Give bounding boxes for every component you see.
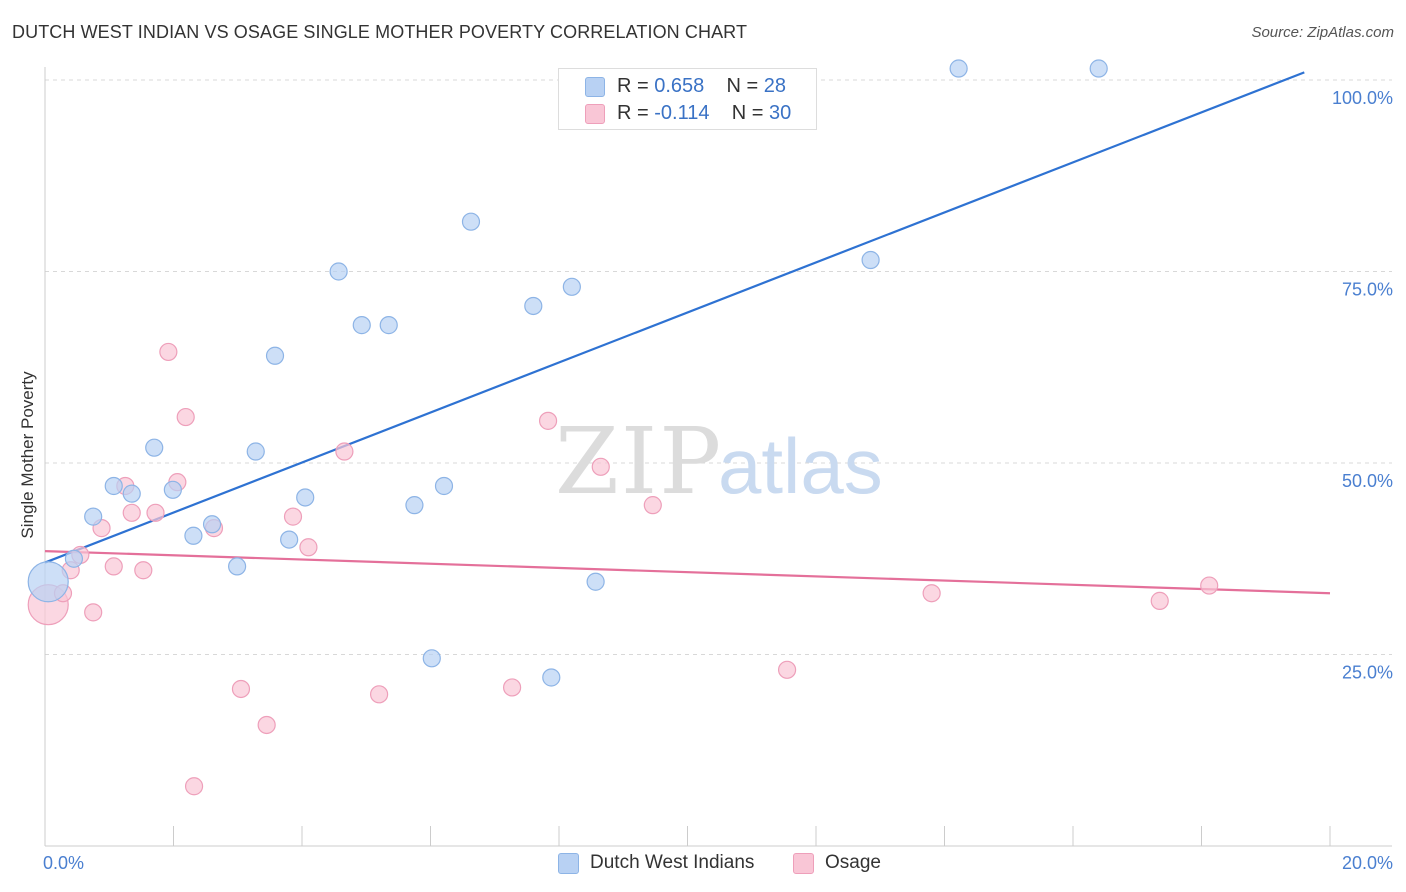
osage-point: [643, 496, 662, 515]
dutch-west-indians-point: [405, 496, 424, 515]
dutch-west-indians-point: [104, 476, 123, 496]
dutch-west-indians-point: [228, 557, 247, 576]
chart-title: DUTCH WEST INDIAN VS OSAGE SINGLE MOTHER…: [12, 22, 748, 42]
osage-point: [84, 603, 103, 622]
dutch-west-indians-point: [145, 438, 164, 457]
r-value: 0.658: [654, 75, 705, 97]
dutch-west-indians-point: [586, 572, 605, 591]
y-tick-label: 100.0%: [1332, 88, 1393, 108]
osage-point: [777, 660, 797, 679]
osage-point: [299, 538, 318, 557]
x-tick-label: 0.0%: [43, 853, 84, 873]
n-value: 30: [768, 102, 792, 124]
dutch-west-indians-point: [422, 649, 441, 668]
osage-trend-line: [44, 549, 1331, 595]
r-label: R =: [617, 102, 655, 124]
y-tick-label: 50.0%: [1342, 471, 1393, 491]
osage-point: [335, 442, 354, 461]
tick-labels: 25.0% 50.0% 75.0% 100.0% 0.0% 20.0%: [43, 88, 1393, 873]
r-label: R =: [617, 75, 655, 97]
trend-lines: [44, 71, 1331, 595]
dutch-west-indians-point: [246, 442, 265, 461]
r-value: -0.114: [654, 102, 710, 124]
osage-point: [176, 407, 195, 427]
dutch-west-indians-point: [461, 212, 481, 231]
osage-point: [1150, 591, 1169, 610]
legend-label: Osage: [825, 852, 881, 873]
correlation-legend: R = 0.658 N = 28 R = -0.114 N = 30: [558, 68, 817, 130]
osage-point: [591, 457, 610, 476]
pink-swatch: [793, 853, 814, 874]
dutch-west-indians-point: [949, 59, 968, 78]
pink-swatch: [585, 104, 605, 124]
watermark-zip: ZIP: [555, 408, 723, 515]
dutch-west-indians-point: [434, 476, 454, 496]
osage-point: [146, 503, 165, 522]
axes: [44, 67, 1392, 847]
dutch-west-indians-trend-line: [44, 71, 1305, 564]
dutch-west-indians-point: [280, 530, 299, 549]
x-tick-label: 20.0%: [1342, 853, 1393, 873]
dutch-west-indians-point: [861, 250, 880, 270]
dutch-west-indians-point: [1089, 59, 1108, 78]
osage-point: [922, 584, 941, 603]
dutch-west-indians-point: [379, 316, 398, 335]
osage-point: [122, 503, 141, 522]
source-credit: Source: ZipAtlas.com: [1251, 24, 1394, 41]
dutch-west-indians-point: [352, 316, 371, 335]
osage-point: [370, 685, 389, 704]
osage-point: [231, 679, 251, 699]
watermark: ZIP atlas: [555, 408, 883, 515]
blue-swatch: [558, 853, 579, 874]
osage-point: [184, 777, 204, 796]
osage-point: [538, 411, 558, 430]
blue-swatch: [585, 77, 605, 97]
y-tick-label: 25.0%: [1342, 663, 1393, 683]
osage-point: [1200, 576, 1219, 595]
n-label: N =: [726, 75, 764, 97]
osage-point: [159, 342, 178, 362]
y-tick-label: 75.0%: [1342, 280, 1393, 300]
osage-point: [502, 678, 522, 697]
n-label: N =: [731, 102, 769, 124]
dutch-west-indians-point: [122, 484, 141, 503]
osage-point: [104, 557, 123, 576]
dutch-west-indians-point: [202, 515, 222, 534]
osage-point: [134, 561, 153, 580]
dutch-west-indians-point: [265, 346, 285, 365]
data-points: [27, 59, 1219, 796]
gridlines: [45, 79, 1392, 655]
n-value: 28: [763, 75, 787, 97]
dutch-west-indians-point: [296, 488, 315, 507]
osage-point: [283, 507, 303, 526]
dutch-west-indians-point: [27, 561, 69, 603]
dutch-west-indians-point: [163, 480, 182, 499]
dutch-west-indians-point: [84, 507, 103, 526]
dutch-west-indians-point: [184, 526, 203, 545]
dutch-west-indians-point: [542, 668, 561, 687]
watermark-atlas: atlas: [718, 422, 883, 510]
legend-label: Dutch West Indians: [590, 852, 755, 873]
dutch-west-indians-point: [562, 277, 581, 296]
dutch-west-indians-point: [64, 549, 84, 568]
dutch-west-indians-point: [329, 262, 348, 281]
dutch-west-indians-point: [524, 296, 543, 316]
osage-point: [257, 715, 276, 735]
